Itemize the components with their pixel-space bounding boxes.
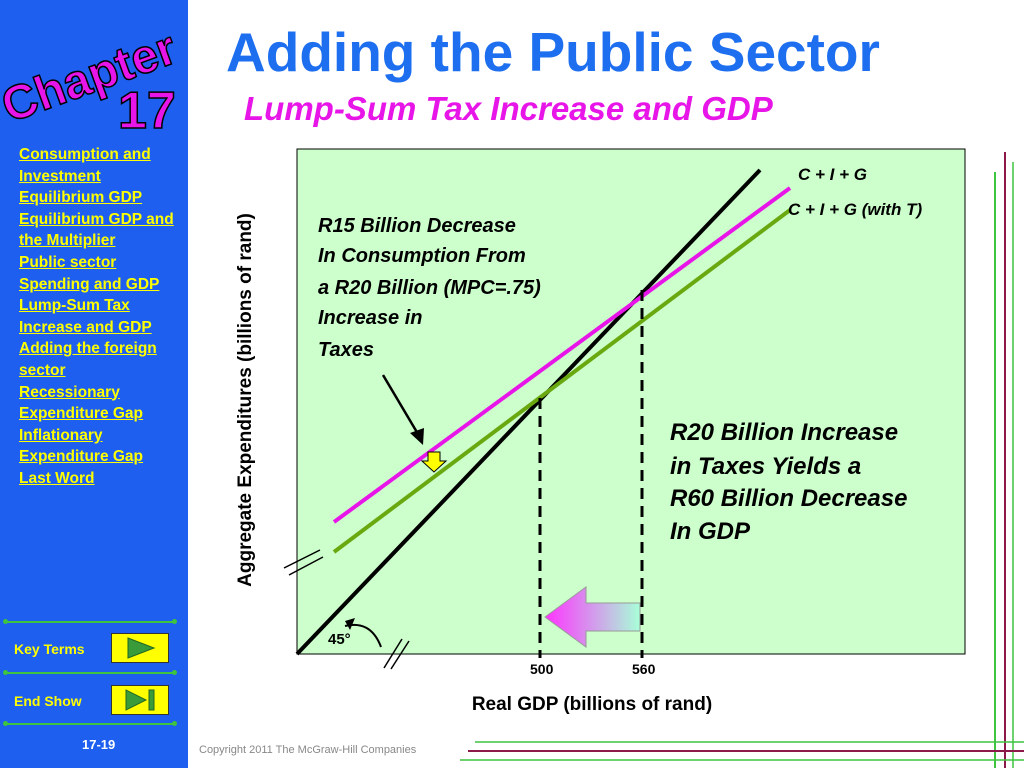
line-c-i-g-with-t xyxy=(332,208,792,554)
sidebar-item-last-word: Last Word xyxy=(19,468,184,490)
sidebar-link-recessionary-gap[interactable]: Recessionary Expenditure Gap xyxy=(19,383,144,423)
key-terms-label[interactable]: Key Terms xyxy=(14,641,85,657)
annotation-left-line: Increase in xyxy=(318,307,423,329)
y-axis-label: Aggregate Expenditures (billions of rand… xyxy=(235,213,256,587)
annotation-right-line: R20 Billion Increase xyxy=(670,419,898,446)
sidebar-item-equilibrium-multiplier: Equilibrium GDP and the Multiplier xyxy=(19,209,184,252)
end-show-button[interactable] xyxy=(111,685,169,715)
label-c-i-g-with-t: C + I + G (with T) xyxy=(788,200,922,219)
annotation-left-line: Taxes xyxy=(318,339,374,361)
axis-break-bottom xyxy=(383,638,410,670)
angle-label: 45° xyxy=(328,631,351,648)
play-icon xyxy=(127,637,156,659)
x-tick-560: 560 xyxy=(632,661,656,677)
sidebar-link-public-sector[interactable]: Public sector Spending and GDP xyxy=(19,253,160,293)
x-axis-label: Real GDP (billions of rand) xyxy=(472,694,712,715)
sidebar-divider xyxy=(5,621,175,623)
sidebar-link-equilibrium-gdp[interactable]: Equilibrium GDP xyxy=(19,189,143,207)
sidebar-item-equilibrium-gdp: Equilibrium GDP xyxy=(19,187,184,209)
annotation-pointer-arrow xyxy=(381,374,420,435)
sidebar-item-consumption-investment: Consumption and Investment xyxy=(19,144,184,187)
annotation-left-line: R15 Billion Decrease xyxy=(318,215,516,237)
chapter-logo-number: 17 xyxy=(118,82,176,140)
annotation-right-line: R60 Billion Decrease xyxy=(670,485,907,512)
sidebar-link-last-word[interactable]: Last Word xyxy=(19,469,95,487)
sidebar-item-lump-sum-tax: Lump-Sum Tax Increase and GDP xyxy=(19,295,184,338)
annotation-right-line: In GDP xyxy=(670,518,751,545)
sidebar-nav: Consumption and Investment Equilibrium G… xyxy=(19,144,184,490)
sidebar-link-consumption-investment[interactable]: Consumption and Investment xyxy=(19,146,151,185)
chapter-logo: Chapter 17 xyxy=(0,21,184,140)
annotation-right: R20 Billion Increase in Taxes Yields a R… xyxy=(670,419,907,545)
x-tick-500: 500 xyxy=(530,661,554,677)
sidebar-divider-dot xyxy=(3,619,8,624)
page-title: Adding the Public Sector xyxy=(226,21,880,83)
sidebar-divider-dot xyxy=(3,721,8,726)
gdp-decrease-arrow-icon xyxy=(544,586,641,648)
sidebar-link-inflationary-gap[interactable]: Inflationary Expenditure Gap xyxy=(19,426,144,466)
annotation-left-line: a R20 Billion (MPC=.75) xyxy=(318,277,541,299)
sidebar-link-equilibrium-multiplier[interactable]: Equilibrium GDP and the Multiplier xyxy=(19,210,174,250)
line-45-degree xyxy=(295,168,762,656)
end-show-label[interactable]: End Show xyxy=(14,693,82,709)
annotation-right-line: in Taxes Yields a xyxy=(670,453,861,480)
axis-break-left xyxy=(283,549,324,576)
sidebar-divider xyxy=(5,723,175,725)
line-c-i-g xyxy=(332,186,792,524)
sidebar-divider xyxy=(5,672,175,674)
sidebar-item-public-sector: Public sector Spending and GDP xyxy=(19,252,184,295)
angle-arc-arrowhead xyxy=(345,618,355,630)
annotation-pointer-arrowhead xyxy=(410,428,424,445)
sidebar-divider-dot xyxy=(172,670,177,675)
annotation-left-line: In Consumption From xyxy=(318,245,526,267)
annotation-left: R15 Billion Decrease In Consumption From… xyxy=(318,215,541,361)
end-show-icon xyxy=(125,689,155,711)
label-c-i-g: C + I + G xyxy=(798,165,867,184)
sidebar-divider-dot xyxy=(172,721,177,726)
sidebar: Chapter 17 Consumption and Investment Eq… xyxy=(0,0,188,768)
copyright-text: Copyright 2011 The McGraw-Hill Companies xyxy=(199,744,417,756)
sidebar-divider-dot xyxy=(172,619,177,624)
sidebar-link-foreign-sector[interactable]: Adding the foreign sector xyxy=(19,340,157,379)
shift-down-arrow-icon xyxy=(420,451,448,473)
diagram-panel xyxy=(296,148,966,655)
slide-number: 17-19 xyxy=(82,737,116,752)
sidebar-item-inflationary-gap: Inflationary Expenditure Gap xyxy=(19,425,184,468)
sidebar-link-lump-sum-tax[interactable]: Lump-Sum Tax Increase and GDP xyxy=(19,297,152,336)
sidebar-item-foreign-sector: Adding the foreign sector xyxy=(19,338,184,381)
key-terms-button[interactable] xyxy=(111,633,169,663)
page-subtitle: Lump-Sum Tax Increase and GDP xyxy=(244,90,773,127)
sidebar-divider-dot xyxy=(3,670,8,675)
sidebar-item-recessionary-gap: Recessionary Expenditure Gap xyxy=(19,382,184,425)
